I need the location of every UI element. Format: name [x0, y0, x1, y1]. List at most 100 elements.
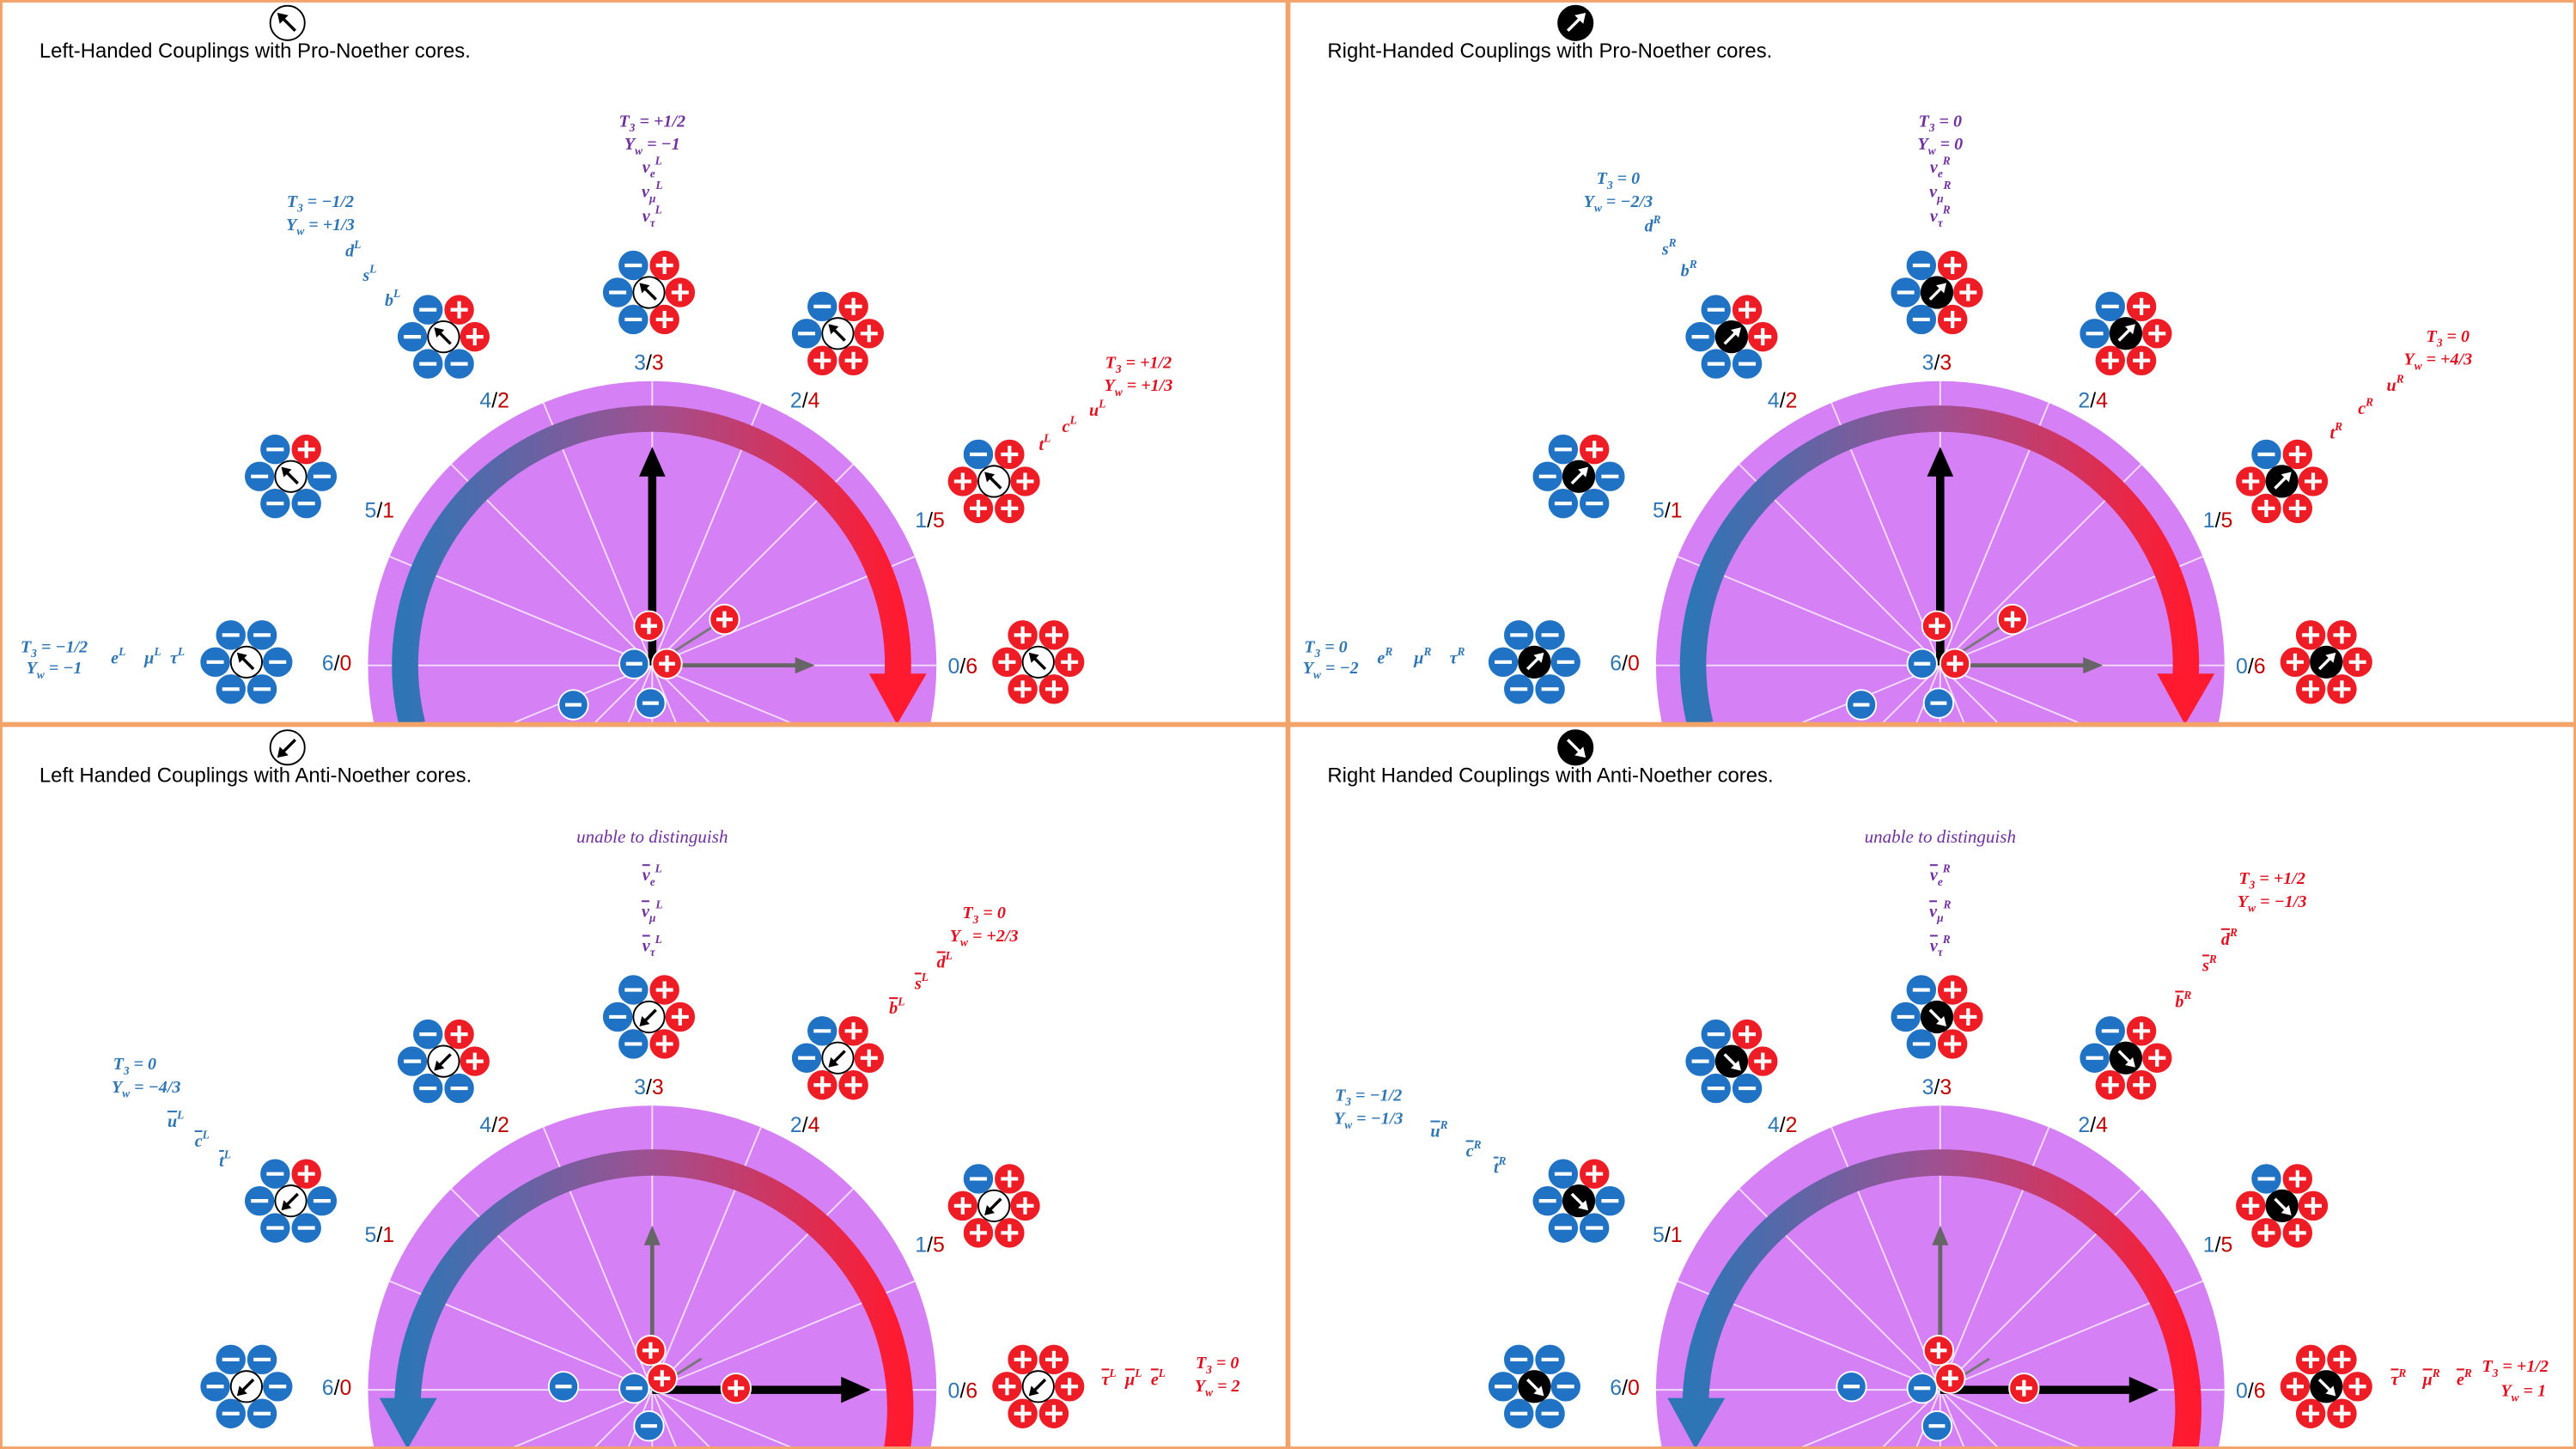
label-line: uR	[2387, 373, 2404, 396]
ratio-sep: /	[1780, 1113, 1786, 1137]
ratio-label: 0/6	[2236, 654, 2266, 679]
label-line: Yw = +2/3	[950, 927, 1019, 949]
ratio-label: 0/6	[948, 654, 978, 679]
label-part: w	[635, 144, 642, 157]
label-part: L	[945, 949, 953, 962]
label-part: 3	[2492, 1367, 2499, 1379]
ratio-red: 6	[2254, 1379, 2266, 1403]
wheel-spoke	[1939, 1389, 1966, 1449]
label-part: u	[1089, 401, 1099, 420]
ratio-red: 5	[2221, 1233, 2233, 1257]
wheel-spoke	[1940, 664, 2086, 725]
label-part: w	[1115, 386, 1123, 399]
label-part: L	[655, 179, 662, 192]
core-arrow-head	[1731, 1060, 1741, 1071]
label-line: T3 = −1/2	[21, 637, 88, 660]
ratio-label: 2/4	[790, 1113, 820, 1137]
ratio-red: 4	[2096, 388, 2108, 412]
label-part: w	[1344, 1118, 1352, 1131]
label-line: tR	[2329, 420, 2342, 443]
ratio-label: 1/5	[2203, 508, 2233, 533]
ratio-sep: /	[2215, 1233, 2221, 1257]
label-part: ν	[1930, 866, 1939, 885]
ratio-sep: /	[802, 388, 808, 412]
label-part: t	[2329, 424, 2335, 443]
label-part: R	[1942, 154, 1951, 167]
core-arrow-head	[1533, 652, 1544, 663]
label-part: 3	[1606, 179, 1613, 192]
ratio-sep: /	[376, 499, 382, 523]
label-part: T	[2427, 327, 2438, 346]
wheel-spoke	[1940, 664, 2001, 725]
label-part: L	[1108, 1367, 1116, 1379]
core-arrow-head	[434, 1060, 445, 1071]
label-line: tL	[1039, 432, 1051, 455]
label-line: Yw = 2	[1195, 1377, 1240, 1399]
wheel-spoke	[651, 665, 678, 725]
label-part: L	[655, 933, 662, 946]
wheel-spoke	[651, 1389, 678, 1449]
label-part: T	[113, 1055, 125, 1074]
label-line: νμR	[1929, 898, 1951, 924]
core-arrow-head	[1936, 1016, 1947, 1026]
label-part: = −2/3	[1602, 192, 1653, 211]
label-line: dR	[2221, 926, 2238, 949]
label-part: R	[2229, 926, 2238, 939]
label-part: w	[2248, 902, 2256, 915]
ratio-sep: /	[1622, 651, 1628, 675]
label-part: R	[2396, 373, 2404, 386]
label-part: R	[1942, 204, 1951, 216]
ratio-label: 1/5	[915, 1233, 945, 1257]
label-line: cL	[1063, 413, 1077, 436]
label-part: e	[111, 649, 119, 668]
label-line: τR	[1450, 645, 1465, 668]
ratio-sep: /	[959, 1379, 965, 1403]
ratio-sep: /	[1934, 350, 1940, 374]
label-line: νeR	[1930, 154, 1951, 180]
wheel-spoke	[507, 664, 653, 725]
label-part: R	[1689, 258, 1697, 271]
label-part: Y	[27, 659, 39, 678]
label-part: Y	[1917, 135, 1929, 154]
core-arrow-head	[236, 652, 247, 663]
label-line: ντR	[1930, 933, 1951, 959]
ratio-red: 6	[965, 1379, 977, 1403]
label-line: Yw = −1	[624, 135, 680, 157]
ratio-blue: 5	[1653, 1223, 1665, 1247]
ratio-label: 2/4	[2078, 388, 2108, 412]
charge-arc	[1679, 405, 2200, 725]
label-part: e	[650, 167, 655, 180]
ratio-red: 0	[340, 651, 352, 675]
core-arrow-head	[1574, 746, 1586, 758]
label-part: w	[2512, 1391, 2519, 1404]
label-part: L	[177, 645, 185, 658]
ratio-blue: 4	[479, 1113, 491, 1137]
ratio-red: 1	[1671, 1223, 1683, 1247]
charge-arc	[394, 1149, 914, 1449]
label-part: τ	[2391, 1370, 2400, 1389]
label-line: νeL	[642, 862, 662, 888]
ratio-label: 3/3	[1922, 1075, 1952, 1099]
label-part: L	[176, 1109, 184, 1122]
ratio-sep: /	[646, 1075, 652, 1099]
label-part: τ	[1938, 216, 1944, 229]
label-part: Y	[2238, 892, 2250, 911]
panel-title: Right Handed Couplings with Anti-Noether…	[1327, 764, 1773, 787]
core-arrow-head	[2125, 1056, 2135, 1068]
label-line: bL	[889, 995, 904, 1019]
arc-head	[2157, 673, 2215, 725]
label-line: τR	[2391, 1367, 2407, 1390]
ratio-red: 5	[933, 1233, 945, 1257]
panel-content	[1486, 248, 2374, 725]
ratio-sep: /	[802, 1113, 808, 1137]
label-part: R	[2365, 395, 2373, 408]
ratio-label: 3/3	[634, 1075, 664, 1099]
ratio-sep: /	[1665, 499, 1671, 523]
ratio-label: 3/3	[1922, 350, 1952, 374]
label-part: c	[2358, 399, 2366, 418]
ratio-label: 0/6	[2236, 1379, 2266, 1403]
label-line: Yw = +4/3	[2403, 350, 2472, 373]
core-arrow-head	[828, 324, 839, 335]
label-part: = +1/3	[1123, 376, 1173, 395]
label-part: b	[385, 291, 393, 310]
